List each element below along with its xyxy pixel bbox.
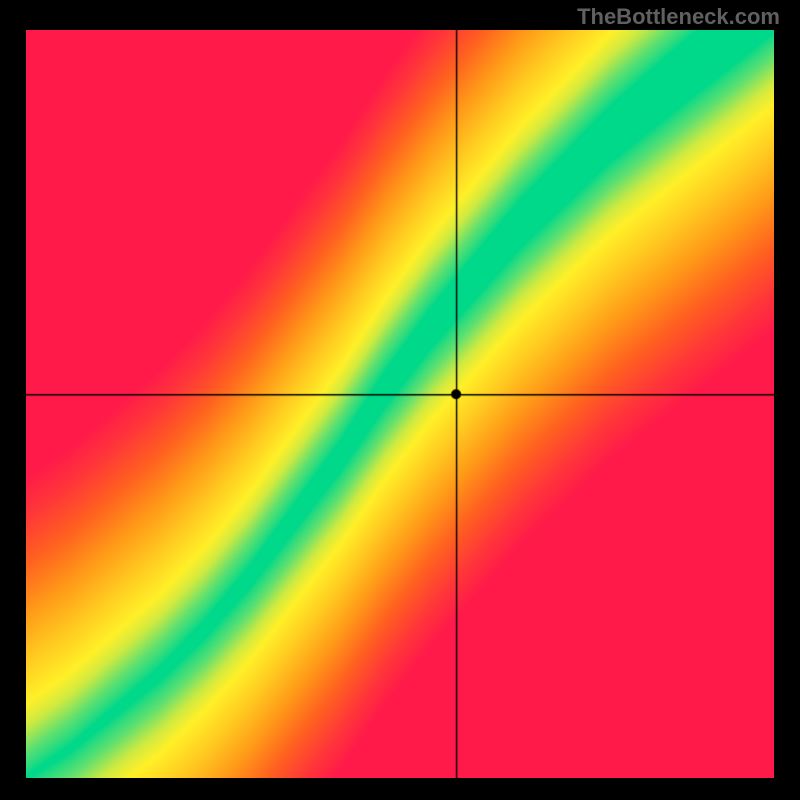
heatmap-canvas [26, 30, 774, 778]
chart-root: TheBottleneck.com [0, 0, 800, 800]
watermark-text: TheBottleneck.com [577, 4, 780, 30]
plot-area [26, 30, 774, 778]
